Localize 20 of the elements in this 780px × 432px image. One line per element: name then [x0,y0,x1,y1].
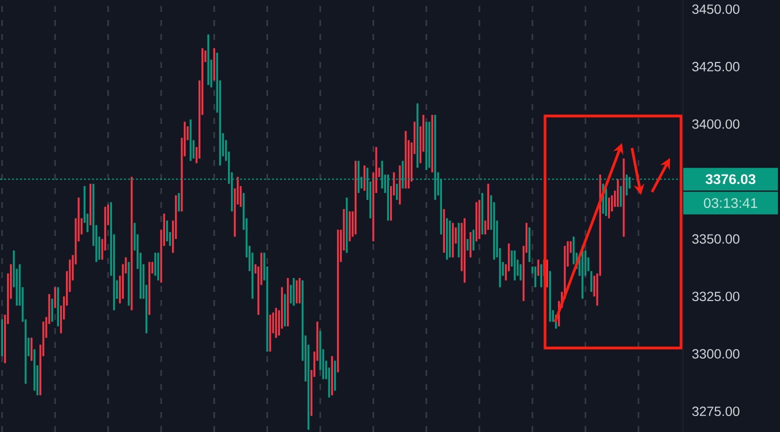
y-tick-label: 3350.00 [692,234,740,244]
y-tick-label: 3425.00 [692,62,740,72]
y-tick-label: 3450.00 [692,4,740,14]
candlestick [534,266,536,288]
candlestick [51,298,54,322]
y-tick-label: 3300.00 [692,349,740,359]
y-tick-label: 3325.00 [692,292,740,302]
candlestick [30,337,32,362]
candlestick [54,286,56,308]
candlestick [608,197,610,219]
y-tick-label: 3275.00 [692,406,740,416]
text: 03:13:41 [704,198,758,208]
candlestick [472,229,474,251]
candlestick [590,270,592,292]
candlestick [178,192,180,212]
ref-line-label: 3376.03 [706,174,756,184]
y-tick-label: 3400.00 [692,119,740,129]
candlestick [396,183,398,200]
candlestick [166,220,168,242]
candlestick [520,264,522,281]
